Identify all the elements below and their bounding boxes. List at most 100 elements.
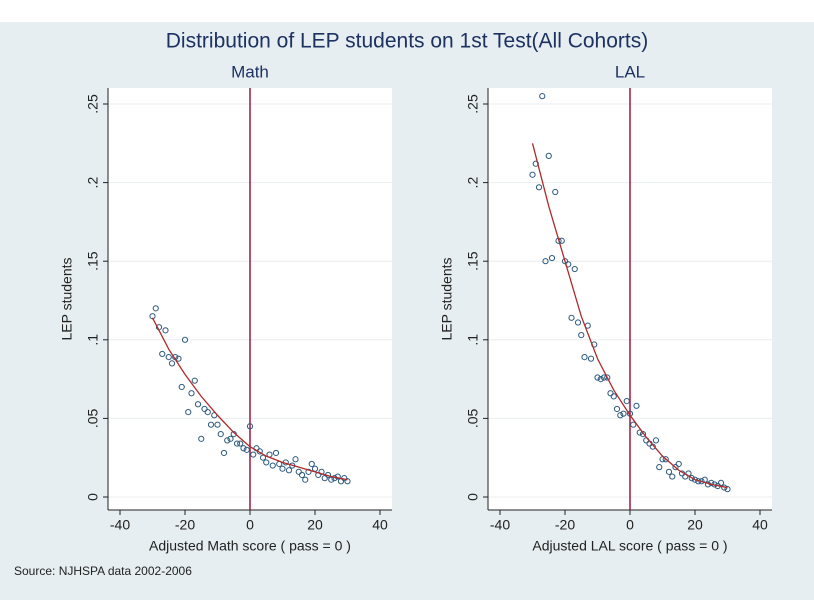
x-tick-label: -20	[175, 517, 195, 533]
data-point	[321, 475, 328, 482]
data-point	[204, 409, 211, 416]
data-point	[250, 451, 257, 458]
data-point	[152, 305, 159, 312]
data-point	[269, 462, 276, 469]
data-point	[279, 465, 286, 472]
data-point	[529, 171, 536, 178]
data-point	[344, 478, 351, 485]
y-tick-label: 0	[465, 493, 481, 501]
data-point	[178, 383, 185, 391]
data-point	[535, 184, 543, 191]
data-point	[665, 468, 673, 475]
data-point	[597, 376, 604, 383]
data-point	[688, 475, 695, 482]
y-tick-label: .25	[465, 94, 481, 114]
data-point	[220, 449, 228, 457]
fit-line	[151, 317, 348, 481]
data-point	[542, 258, 549, 265]
data-point	[548, 254, 556, 262]
data-point	[318, 468, 325, 475]
data-point	[181, 336, 189, 343]
data-point	[561, 258, 569, 265]
x-tick-label: 0	[626, 517, 634, 533]
data-point	[214, 421, 221, 428]
data-point	[295, 468, 302, 475]
y-tick-label: 0	[85, 493, 101, 501]
y-tick-label: .25	[85, 94, 101, 114]
data-point	[305, 468, 312, 475]
x-tick-label: -20	[555, 517, 575, 533]
x-tick-label: -40	[110, 517, 130, 533]
panel-title: Math	[231, 62, 269, 81]
data-point	[630, 421, 637, 428]
data-point	[633, 402, 640, 409]
data-point	[201, 405, 208, 413]
data-point	[545, 152, 552, 159]
y-tick-label: .1	[465, 334, 481, 346]
data-point	[285, 467, 293, 474]
data-point	[578, 331, 585, 339]
data-point	[656, 464, 663, 471]
data-point	[272, 449, 280, 457]
data-point	[568, 314, 575, 321]
data-point	[623, 398, 630, 405]
data-point	[604, 374, 611, 381]
data-point	[724, 486, 731, 493]
data-point	[224, 437, 231, 444]
data-point	[237, 440, 244, 447]
data-point	[207, 421, 215, 428]
x-tick-label: 20	[307, 517, 323, 533]
y-tick-label: .1	[85, 334, 101, 346]
data-point	[669, 473, 676, 480]
x-tick-label: 40	[372, 517, 388, 533]
data-point	[672, 464, 679, 471]
data-point	[246, 423, 254, 430]
data-point	[708, 479, 715, 486]
data-point	[233, 440, 241, 447]
data-point	[617, 412, 624, 419]
data-point	[188, 390, 195, 397]
panel-title: LAL	[615, 62, 645, 81]
y-axis-label: LEP students	[59, 257, 75, 340]
fit-line	[531, 143, 728, 489]
data-point	[587, 355, 595, 362]
data-point	[240, 445, 247, 452]
data-point	[227, 435, 234, 442]
data-point	[243, 446, 250, 453]
data-point	[717, 479, 725, 486]
data-point	[298, 471, 306, 479]
data-point	[302, 476, 309, 483]
y-tick-label: .2	[465, 177, 481, 189]
data-point	[691, 476, 699, 483]
x-tick-label: 0	[246, 517, 254, 533]
y-tick-label: .2	[85, 177, 101, 189]
data-point	[639, 431, 647, 438]
x-axis-label: Adjusted LAL score ( pass = 0 )	[532, 538, 727, 554]
data-point	[263, 459, 270, 466]
x-axis-label: Adjusted Math score ( pass = 0 )	[149, 538, 351, 554]
data-point	[175, 355, 182, 362]
y-axis-label: LEP students	[439, 257, 455, 340]
x-tick-label: 40	[752, 517, 768, 533]
data-point	[185, 409, 192, 416]
data-point	[610, 393, 617, 400]
data-point	[552, 188, 559, 196]
x-tick-label: 20	[687, 517, 703, 533]
data-point	[574, 319, 582, 326]
data-point	[652, 437, 660, 444]
data-point	[194, 401, 202, 408]
y-tick-label: .05	[465, 408, 481, 428]
data-point	[581, 353, 588, 361]
data-point	[162, 327, 169, 334]
data-point	[675, 460, 682, 468]
data-point	[594, 374, 601, 381]
y-tick-label: .15	[465, 251, 481, 271]
data-point	[571, 265, 578, 273]
data-point	[539, 93, 546, 100]
data-point	[662, 456, 669, 463]
data-point	[292, 456, 299, 463]
data-point	[159, 350, 166, 358]
source-note: Source: NJHSPA data 2002-2006	[14, 564, 192, 578]
